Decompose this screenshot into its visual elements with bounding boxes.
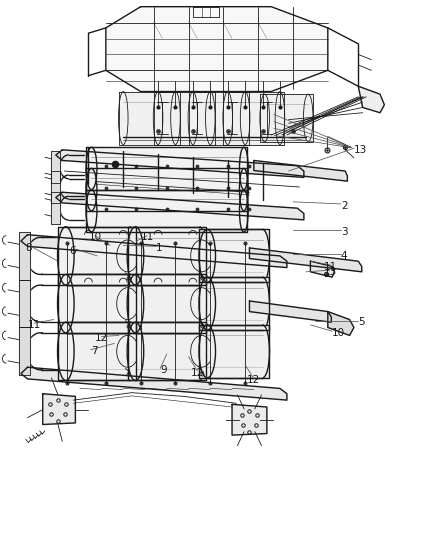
Polygon shape	[232, 405, 267, 435]
Text: 2: 2	[341, 200, 347, 211]
Polygon shape	[260, 94, 313, 142]
Polygon shape	[58, 227, 136, 285]
Text: 11: 11	[28, 320, 41, 330]
Polygon shape	[106, 7, 328, 92]
Polygon shape	[19, 327, 30, 375]
Text: 12: 12	[247, 375, 261, 385]
Polygon shape	[19, 280, 30, 327]
Polygon shape	[86, 168, 247, 211]
Text: 8: 8	[25, 243, 32, 253]
Text: 4: 4	[341, 251, 347, 261]
Polygon shape	[250, 248, 362, 272]
Polygon shape	[51, 151, 60, 183]
Polygon shape	[86, 147, 247, 190]
Polygon shape	[154, 92, 215, 144]
Polygon shape	[127, 322, 206, 381]
Polygon shape	[51, 192, 60, 224]
Text: 11: 11	[141, 232, 154, 243]
Text: 10: 10	[88, 232, 102, 243]
Text: 9: 9	[160, 365, 167, 375]
Text: 10: 10	[332, 328, 345, 338]
Polygon shape	[19, 232, 30, 280]
Text: 5: 5	[358, 317, 365, 327]
Text: 3: 3	[341, 227, 347, 237]
Polygon shape	[21, 367, 287, 400]
Polygon shape	[127, 274, 206, 333]
Text: 12: 12	[191, 368, 204, 377]
Polygon shape	[21, 235, 287, 268]
Polygon shape	[51, 171, 60, 203]
Polygon shape	[254, 160, 347, 181]
Text: 6: 6	[69, 246, 75, 256]
Polygon shape	[58, 322, 136, 381]
Polygon shape	[199, 277, 269, 330]
Polygon shape	[43, 394, 75, 424]
Text: 13: 13	[323, 267, 337, 277]
Text: 7: 7	[91, 346, 97, 357]
Polygon shape	[119, 92, 180, 144]
Text: 12: 12	[95, 333, 108, 343]
Polygon shape	[56, 192, 304, 220]
Text: 11: 11	[323, 262, 337, 271]
Polygon shape	[328, 312, 354, 335]
Text: 1: 1	[156, 243, 162, 253]
Polygon shape	[250, 301, 331, 322]
Polygon shape	[56, 150, 304, 177]
Polygon shape	[58, 274, 136, 333]
Polygon shape	[223, 92, 284, 144]
Polygon shape	[358, 86, 385, 113]
Polygon shape	[199, 325, 269, 378]
Polygon shape	[127, 227, 206, 285]
Polygon shape	[86, 190, 247, 232]
Text: 13: 13	[354, 145, 367, 155]
Polygon shape	[188, 92, 250, 144]
Polygon shape	[199, 229, 269, 282]
Polygon shape	[311, 261, 334, 277]
